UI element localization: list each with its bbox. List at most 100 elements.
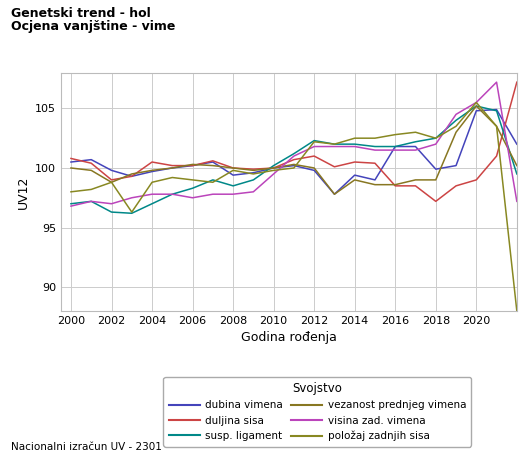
položaj zadnjih sisa [169,175,176,180]
položaj zadnjih sisa [209,179,216,185]
susp. ligament [372,144,378,149]
susp. ligament [433,135,439,141]
položaj zadnjih sisa [311,139,317,144]
susp. ligament [412,139,418,144]
vezanost prednjeg vimena [291,162,297,167]
dubina vimena [209,159,216,165]
visina zad. vimena [311,144,317,149]
susp. ligament [514,171,520,177]
vezanost prednjeg vimena [494,123,500,129]
vezanost prednjeg vimena [88,168,94,173]
dubina vimena [311,168,317,173]
dubina vimena [372,177,378,183]
dubina vimena [473,108,479,114]
Legend: dubina vimena, duljina sisa, susp. ligament, vezanost prednjeg vimena, visina za: dubina vimena, duljina sisa, susp. ligam… [163,377,471,447]
visina zad. vimena [412,148,418,153]
visina zad. vimena [372,148,378,153]
susp. ligament [149,201,155,207]
X-axis label: Godina rođenja: Godina rođenja [241,331,337,345]
susp. ligament [473,103,479,109]
visina zad. vimena [169,192,176,197]
duljina sisa [392,183,398,188]
vezanost prednjeg vimena [209,163,216,168]
dubina vimena [250,170,257,176]
položaj zadnjih sisa [149,179,155,185]
Line: položaj zadnjih sisa: položaj zadnjih sisa [71,103,517,311]
susp. ligament [392,144,398,149]
duljina sisa [514,79,520,85]
dubina vimena [453,163,459,168]
vezanost prednjeg vimena [412,177,418,183]
dubina vimena [494,107,500,112]
vezanost prednjeg vimena [352,177,358,183]
dubina vimena [270,165,277,171]
Text: Nacionalni izračun UV - 2301: Nacionalni izračun UV - 2301 [11,442,161,452]
položaj zadnjih sisa [331,141,338,147]
visina zad. vimena [494,79,500,85]
Text: Genetski trend - hol: Genetski trend - hol [11,7,150,20]
dubina vimena [412,144,418,149]
visina zad. vimena [514,198,520,204]
duljina sisa [108,177,115,183]
visina zad. vimena [88,198,94,204]
položaj zadnjih sisa [494,123,500,129]
duljina sisa [453,183,459,188]
dubina vimena [88,157,94,163]
duljina sisa [473,177,479,183]
vezanost prednjeg vimena [311,165,317,171]
visina zad. vimena [433,141,439,147]
duljina sisa [149,159,155,165]
duljina sisa [189,163,196,168]
susp. ligament [88,198,94,204]
visina zad. vimena [108,201,115,207]
dubina vimena [331,192,338,197]
duljina sisa [372,160,378,166]
susp. ligament [108,209,115,215]
vezanost prednjeg vimena [433,177,439,183]
duljina sisa [331,164,338,169]
susp. ligament [453,118,459,123]
duljina sisa [352,159,358,165]
dubina vimena [149,169,155,174]
položaj zadnjih sisa [433,135,439,141]
dubina vimena [230,173,236,178]
susp. ligament [331,141,338,147]
dubina vimena [68,159,74,165]
duljina sisa [250,167,257,172]
Line: duljina sisa: duljina sisa [71,82,517,201]
susp. ligament [352,141,358,147]
duljina sisa [209,158,216,163]
visina zad. vimena [209,192,216,197]
položaj zadnjih sisa [352,135,358,141]
visina zad. vimena [352,144,358,149]
dubina vimena [514,141,520,147]
susp. ligament [291,151,297,157]
položaj zadnjih sisa [392,132,398,138]
susp. ligament [129,211,135,216]
visina zad. vimena [291,153,297,159]
susp. ligament [169,192,176,197]
susp. ligament [230,183,236,188]
položaj zadnjih sisa [129,209,135,215]
susp. ligament [494,108,500,114]
vezanost prednjeg vimena [270,165,277,171]
duljina sisa [311,153,317,159]
visina zad. vimena [331,144,338,149]
Line: visina zad. vimena: visina zad. vimena [71,82,517,206]
dubina vimena [129,173,135,179]
vezanost prednjeg vimena [108,179,115,185]
položaj zadnjih sisa [372,135,378,141]
duljina sisa [230,165,236,171]
Line: dubina vimena: dubina vimena [71,109,517,194]
vezanost prednjeg vimena [473,103,479,109]
duljina sisa [129,173,135,179]
Y-axis label: UV12: UV12 [16,175,30,208]
visina zad. vimena [129,195,135,201]
vezanost prednjeg vimena [372,182,378,188]
dubina vimena [189,163,196,168]
visina zad. vimena [392,148,398,153]
položaj zadnjih sisa [88,187,94,192]
vezanost prednjeg vimena [453,129,459,135]
vezanost prednjeg vimena [392,182,398,188]
vezanost prednjeg vimena [169,165,176,171]
